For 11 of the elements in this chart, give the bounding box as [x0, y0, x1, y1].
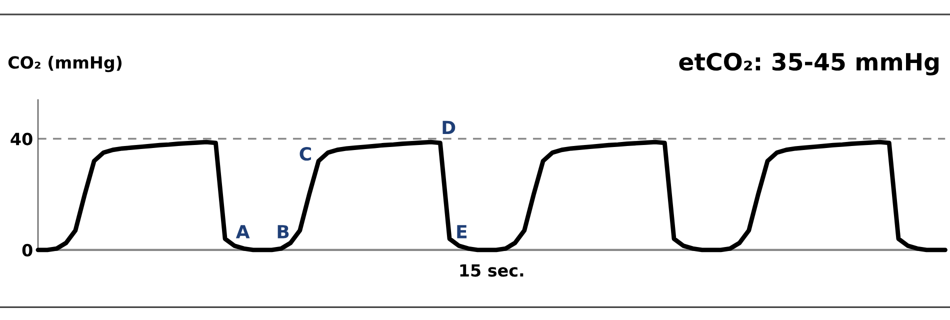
x-axis-title: 15 sec. — [460, 264, 524, 277]
y-tick-label: 40 — [10, 132, 32, 146]
annotation: C — [300, 147, 311, 161]
annotation: E — [457, 225, 467, 238]
y-axis-title: CO₂ (mmHg) — [8, 56, 122, 72]
line-series — [36, 140, 948, 252]
annotation: A — [236, 225, 250, 238]
y-tick-label: 0 — [22, 244, 32, 256]
chart-title: etCO₂: 35-45 mmHg — [679, 52, 939, 76]
annotation: D — [442, 120, 456, 134]
annotation: B — [278, 225, 289, 238]
